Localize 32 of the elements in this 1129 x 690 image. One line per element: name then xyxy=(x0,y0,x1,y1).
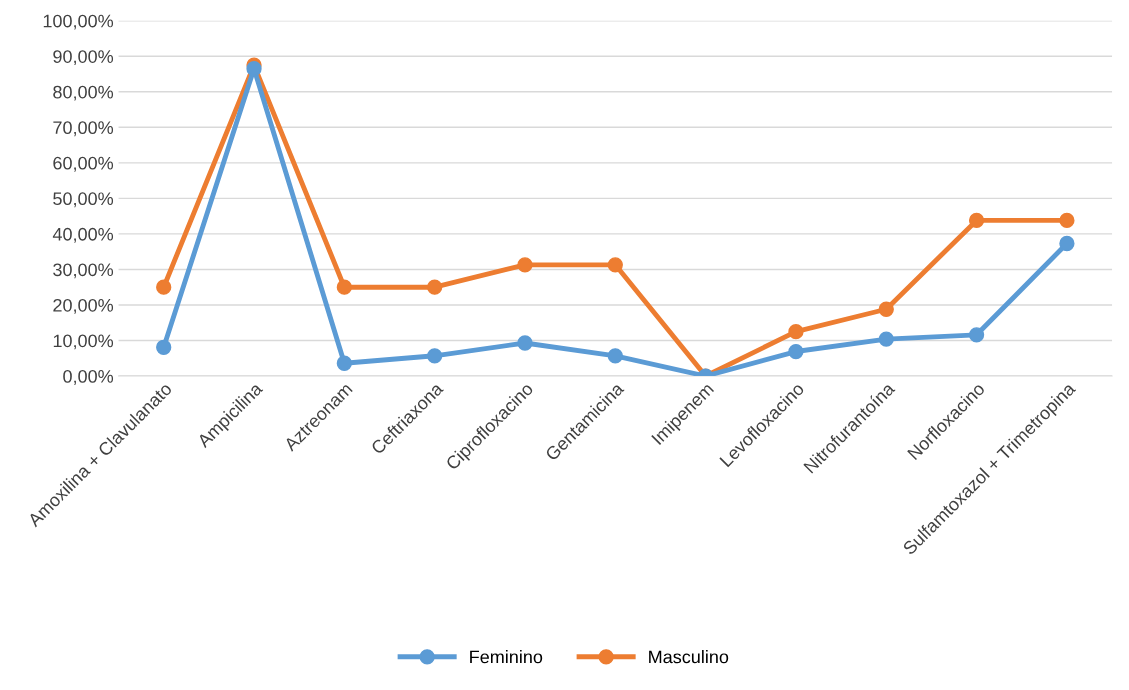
point xyxy=(517,335,533,351)
y-tick-label: 20,00% xyxy=(53,298,114,314)
point xyxy=(427,279,443,295)
legend-label: Feminino xyxy=(470,650,543,664)
y-tick-label: 40,00% xyxy=(52,227,114,243)
point xyxy=(968,212,985,229)
legend-label: Masculino xyxy=(649,650,729,664)
point xyxy=(1059,235,1075,252)
point xyxy=(156,279,172,295)
point xyxy=(336,355,352,371)
y-tick-label: 60,00% xyxy=(53,156,114,172)
point xyxy=(788,343,804,360)
point xyxy=(878,331,894,347)
point xyxy=(878,301,894,317)
y-tick-label: 100,00% xyxy=(43,14,114,30)
y-tick-label: 80,00% xyxy=(53,85,114,101)
point xyxy=(607,348,623,364)
y-tick-label: 0,00% xyxy=(63,369,114,385)
point xyxy=(156,339,172,355)
point xyxy=(968,327,985,343)
point xyxy=(336,279,352,295)
y-tick-label: 70,00% xyxy=(53,121,114,137)
y-tick-label: 50,00% xyxy=(53,192,114,208)
point xyxy=(427,348,443,364)
y-tick-label: 90,00% xyxy=(53,50,114,66)
y-tick-label: 10,00% xyxy=(53,334,114,350)
point xyxy=(246,61,262,77)
point xyxy=(517,257,533,273)
point xyxy=(788,323,804,340)
point xyxy=(1059,212,1075,229)
point xyxy=(607,257,623,273)
y-tick-label: 30,00% xyxy=(53,263,114,279)
